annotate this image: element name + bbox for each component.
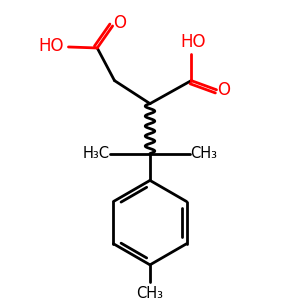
- Text: O: O: [217, 81, 230, 99]
- Text: O: O: [113, 14, 126, 32]
- Text: CH₃: CH₃: [190, 146, 217, 160]
- Text: CH₃: CH₃: [136, 286, 164, 300]
- Text: HO: HO: [180, 33, 206, 51]
- Text: H₃C: H₃C: [83, 146, 110, 160]
- Text: HO: HO: [38, 37, 64, 55]
